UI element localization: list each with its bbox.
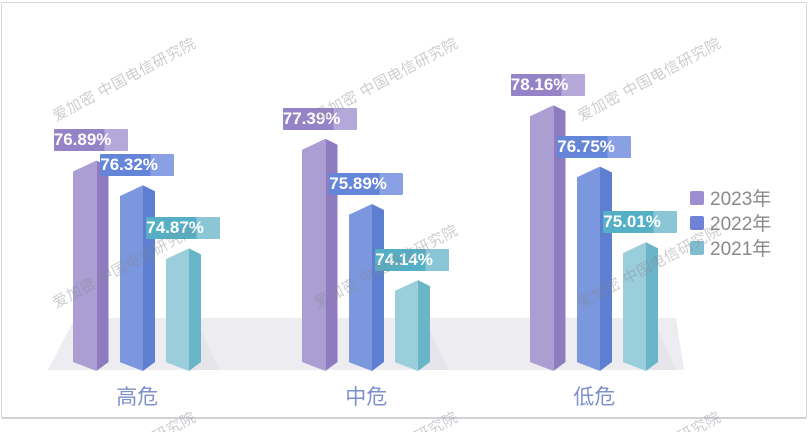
bar-2022年-中危 [349, 204, 385, 371]
legend-swatch-2021 [690, 240, 704, 255]
value-plate-2021年-高危: 74.87% [146, 217, 221, 240]
bar-2021年-中危 [395, 280, 431, 371]
value-plate-2023年-中危: 77.39% [282, 107, 357, 130]
category-label-1: 高危 [116, 386, 159, 409]
bar-2023年-高危 [73, 160, 109, 371]
legend-swatch-2023 [690, 190, 704, 205]
category-label-3: 低危 [573, 386, 616, 409]
legend-item-2023[interactable]: 2023年 [690, 185, 771, 210]
value-plate-2021年-低危: 75.01% [603, 211, 678, 234]
legend-swatch-2022 [690, 215, 704, 230]
value-plate-2022年-低危: 76.75% [557, 135, 632, 158]
value-plate-2023年-低危: 78.16% [510, 74, 585, 97]
value-plate-2022年-中危: 75.89% [329, 172, 404, 195]
bar-2022年-低危 [577, 167, 613, 371]
legend-label-2022: 2022年 [710, 214, 772, 235]
legend-item-2022[interactable]: 2022年 [690, 210, 771, 235]
legend: 2023年 2022年 2021年 [690, 185, 771, 260]
bar-2021年-高危 [166, 248, 202, 371]
value-label: 74.87% [146, 218, 204, 238]
value-label: 75.01% [603, 212, 661, 232]
category-label-2: 中危 [345, 386, 388, 409]
bar-2022年-高危 [120, 185, 156, 371]
legend-item-2021[interactable]: 2021年 [690, 235, 771, 260]
value-label: 76.75% [557, 136, 615, 156]
value-label: 76.89% [53, 130, 112, 150]
value-plate-2021年-中危: 74.14% [375, 249, 450, 272]
legend-label-2023: 2023年 [710, 189, 772, 210]
value-plate-2023年-高危: 76.89% [53, 129, 128, 152]
value-label: 75.89% [329, 173, 387, 193]
bar-2021年-低危 [623, 242, 659, 371]
value-label: 78.16% [510, 75, 569, 95]
value-plate-2022年-高危: 76.32% [100, 154, 175, 177]
value-label: 77.39% [282, 108, 341, 128]
value-label: 74.14% [375, 250, 433, 270]
value-label: 76.32% [100, 155, 158, 175]
legend-label-2021: 2021年 [710, 239, 772, 260]
